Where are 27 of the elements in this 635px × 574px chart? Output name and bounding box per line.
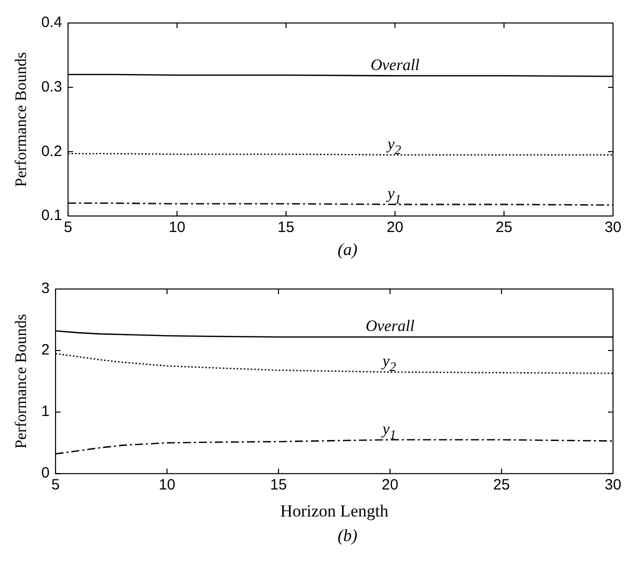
y-axis-title: Performance Bounds — [12, 52, 30, 187]
y-tick-label: 3 — [41, 280, 50, 298]
x-tick-label: 5 — [51, 476, 60, 494]
text: (b) — [336, 526, 358, 546]
x-tick-label: 15 — [270, 476, 287, 494]
x-tick-label: 20 — [386, 219, 404, 236]
y-tick-label: 0.1 — [41, 207, 62, 224]
series-label: Overall — [366, 318, 416, 335]
y-tick-label: 0.2 — [41, 142, 62, 160]
y-tick-label: 0 — [41, 464, 50, 482]
x-tick-label: 10 — [158, 476, 176, 494]
y-tick-label: 1 — [41, 403, 50, 420]
x-tick-label: 25 — [493, 476, 510, 494]
text: (a) — [336, 240, 358, 260]
x-tick-label: 20 — [382, 476, 398, 494]
x-axis-title: Horizon Length — [280, 501, 389, 520]
x-tick-label: 30 — [604, 476, 622, 494]
y-tick-label: 0.3 — [41, 78, 62, 96]
y-tick-label: 0.4 — [41, 14, 62, 32]
series-label: Overall — [370, 56, 420, 74]
y-tick-label: 2 — [41, 342, 50, 359]
x-tick-label: 15 — [278, 219, 294, 236]
x-tick-label: 25 — [496, 219, 512, 236]
x-tick-label: 5 — [64, 219, 72, 236]
x-tick-label: 10 — [168, 219, 186, 236]
x-tick-label: 30 — [604, 219, 622, 236]
y-axis-title: Performance Bounds — [12, 314, 30, 449]
